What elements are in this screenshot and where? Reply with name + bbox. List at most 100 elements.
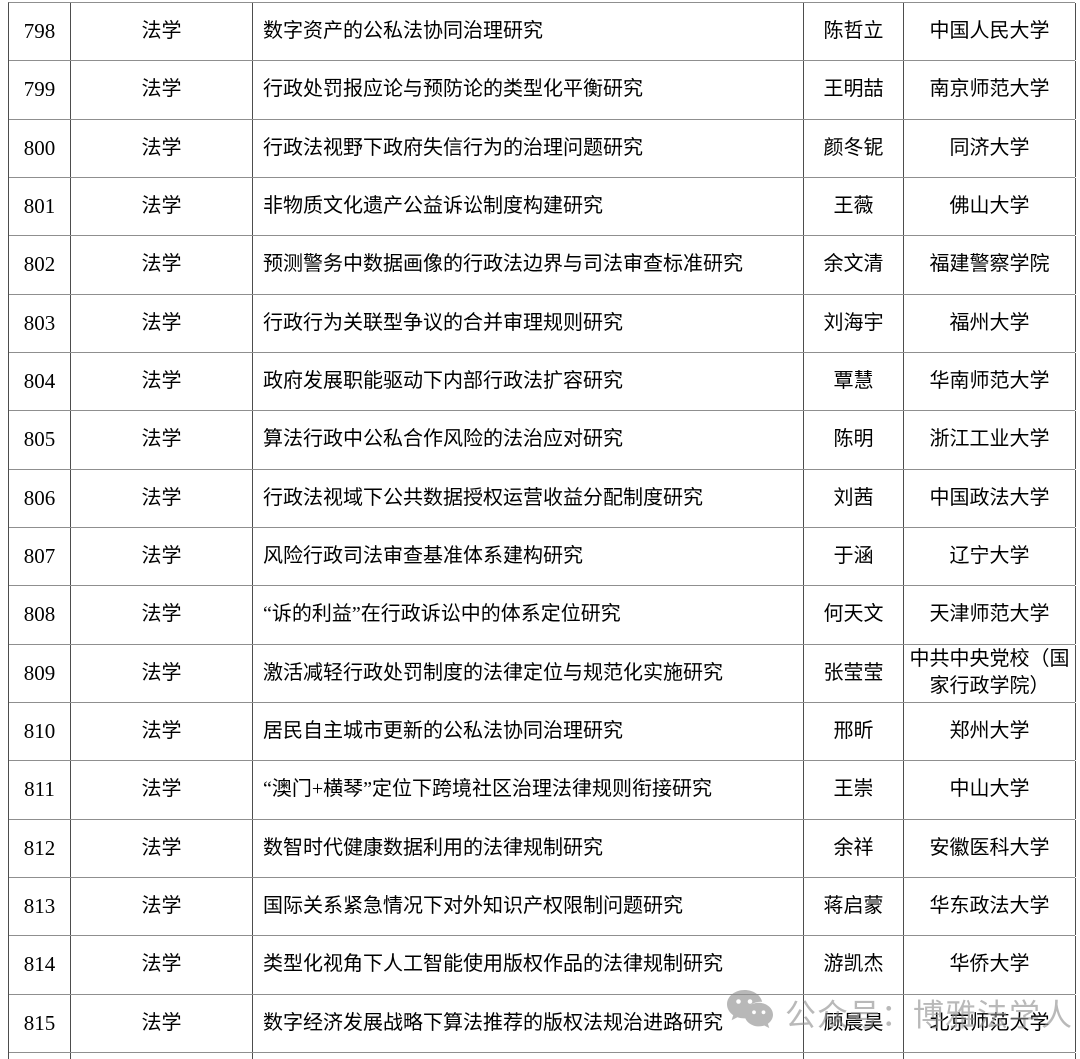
title-cell: 行政法视野下政府失信行为的治理问题研究 [253, 119, 804, 177]
university-cell: 福建警察学院 [904, 236, 1076, 294]
row-number-cell: 813 [9, 877, 71, 936]
discipline-cell: 法学 [71, 994, 253, 1052]
row-number-cell: 799 [9, 61, 71, 119]
pi-name-cell: 王崇 [804, 761, 904, 819]
table-row: 805 法学 算法行政中公私合作风险的法治应对研究 陈明 浙江工业大学 [9, 411, 1076, 470]
row-number-cell: 800 [9, 119, 71, 177]
university-cell: 辽宁大学 [904, 527, 1076, 586]
row-number-cell: 801 [9, 177, 71, 236]
university-cell: 北京师范大学 [904, 994, 1076, 1052]
row-number-cell: 811 [9, 761, 71, 819]
discipline-cell: 法学 [71, 702, 253, 761]
empty-cell [9, 1052, 71, 1059]
pi-name-cell: 于涵 [804, 527, 904, 586]
discipline-cell: 法学 [71, 411, 253, 469]
university-cell: 中共中央党校（国家行政学院） [904, 644, 1076, 702]
title-cell: 非物质文化遗产公益诉讼制度构建研究 [253, 177, 804, 236]
row-number-cell: 807 [9, 527, 71, 586]
row-number-cell: 815 [9, 994, 71, 1052]
title-cell: 数智时代健康数据利用的法律规制研究 [253, 819, 804, 877]
university-cell: 天津师范大学 [904, 586, 1076, 644]
university-cell: 郑州大学 [904, 702, 1076, 761]
pi-name-cell: 顾晨昊 [804, 994, 904, 1052]
university-cell: 福州大学 [904, 294, 1076, 352]
table-row: 811 法学 “澳门+横琴”定位下跨境社区治理法律规则衔接研究 王崇 中山大学 [9, 761, 1076, 820]
pi-name-cell: 邢昕 [804, 702, 904, 761]
title-cell: 类型化视角下人工智能使用版权作品的法律规制研究 [253, 936, 804, 994]
pi-name-cell: 余祥 [804, 819, 904, 877]
table-row: 799 法学 行政处罚报应论与预防论的类型化平衡研究 王明喆 南京师范大学 [9, 61, 1076, 120]
discipline-cell: 法学 [71, 177, 253, 236]
university-cell: 佛山大学 [904, 177, 1076, 236]
discipline-cell: 法学 [71, 352, 253, 411]
title-cell: 行政行为关联型争议的合并审理规则研究 [253, 294, 804, 352]
discipline-cell: 法学 [71, 294, 253, 352]
table-row: 800 法学 行政法视野下政府失信行为的治理问题研究 颜冬铌 同济大学 [9, 119, 1076, 178]
discipline-cell: 法学 [71, 527, 253, 586]
university-cell: 同济大学 [904, 119, 1076, 177]
discipline-cell: 法学 [71, 469, 253, 527]
table-row: 803 法学 行政行为关联型争议的合并审理规则研究 刘海宇 福州大学 [9, 294, 1076, 353]
row-number-cell: 804 [9, 352, 71, 411]
pi-name-cell: 覃慧 [804, 352, 904, 411]
discipline-cell: 法学 [71, 644, 253, 702]
discipline-cell: 法学 [71, 877, 253, 936]
university-cell: 南京师范大学 [904, 61, 1076, 119]
row-number-cell: 803 [9, 294, 71, 352]
discipline-cell: 法学 [71, 761, 253, 819]
pi-name-cell: 王明喆 [804, 61, 904, 119]
table-row: 814 法学 类型化视角下人工智能使用版权作品的法律规制研究 游凯杰 华侨大学 [9, 936, 1076, 995]
university-cell: 中国政法大学 [904, 469, 1076, 527]
title-cell: 激活减轻行政处罚制度的法律定位与规范化实施研究 [253, 644, 804, 702]
pi-name-cell: 何天文 [804, 586, 904, 644]
table-row: 804 法学 政府发展职能驱动下内部行政法扩容研究 覃慧 华南师范大学 [9, 352, 1076, 412]
university-cell: 浙江工业大学 [904, 411, 1076, 469]
title-cell: 居民自主城市更新的公私法协同治理研究 [253, 702, 804, 761]
title-cell: “诉的利益”在行政诉讼中的体系定位研究 [253, 586, 804, 644]
table-row: 801 法学 非物质文化遗产公益诉讼制度构建研究 王薇 佛山大学 [9, 177, 1076, 237]
row-number-cell: 805 [9, 411, 71, 469]
pi-name-cell: 蒋启蒙 [804, 877, 904, 936]
pi-name-cell: 张莹莹 [804, 644, 904, 702]
title-cell: 政府发展职能驱动下内部行政法扩容研究 [253, 352, 804, 411]
pi-name-cell: 余文清 [804, 236, 904, 294]
row-number-cell: 802 [9, 236, 71, 294]
row-number-cell: 806 [9, 469, 71, 527]
title-cell: 行政处罚报应论与预防论的类型化平衡研究 [253, 61, 804, 119]
table-row: 813 法学 国际关系紧急情况下对外知识产权限制问题研究 蒋启蒙 华东政法大学 [9, 877, 1076, 937]
title-cell: 算法行政中公私合作风险的法治应对研究 [253, 411, 804, 469]
table-row: 808 法学 “诉的利益”在行政诉讼中的体系定位研究 何天文 天津师范大学 [9, 586, 1076, 645]
discipline-cell: 法学 [71, 819, 253, 877]
title-cell: 行政法视域下公共数据授权运营收益分配制度研究 [253, 469, 804, 527]
university-cell: 中山大学 [904, 761, 1076, 819]
empty-cell [904, 1052, 1076, 1059]
row-number-cell: 810 [9, 702, 71, 761]
pi-name-cell: 刘茜 [804, 469, 904, 527]
university-cell: 华南师范大学 [904, 352, 1076, 411]
empty-cell [804, 1052, 904, 1059]
pi-name-cell: 王薇 [804, 177, 904, 236]
university-cell: 华侨大学 [904, 936, 1076, 994]
title-cell: 预测警务中数据画像的行政法边界与司法审查标准研究 [253, 236, 804, 294]
table-row: 802 法学 预测警务中数据画像的行政法边界与司法审查标准研究 余文清 福建警察学院 [9, 236, 1076, 295]
results-table: 798 法学 数字资产的公私法协同治理研究 陈哲立 中国人民大学 799 法学 行政处罚报应论… [8, 2, 1076, 1059]
row-number-cell: 798 [9, 3, 71, 61]
row-number-cell: 809 [9, 644, 71, 702]
university-cell: 中国人民大学 [904, 3, 1076, 61]
title-cell: 数字资产的公私法协同治理研究 [253, 3, 804, 61]
table-row: 810 法学 居民自主城市更新的公私法协同治理研究 邢昕 郑州大学 [9, 702, 1076, 762]
title-cell: “澳门+横琴”定位下跨境社区治理法律规则衔接研究 [253, 761, 804, 819]
pi-name-cell: 颜冬铌 [804, 119, 904, 177]
table-row: 798 法学 数字资产的公私法协同治理研究 陈哲立 中国人民大学 [9, 3, 1076, 62]
table-row: 812 法学 数智时代健康数据利用的法律规制研究 余祥 安徽医科大学 [9, 819, 1076, 878]
table-row: 807 法学 风险行政司法审查基准体系建构研究 于涵 辽宁大学 [9, 527, 1076, 587]
university-cell: 安徽医科大学 [904, 819, 1076, 877]
pi-name-cell: 游凯杰 [804, 936, 904, 994]
discipline-cell: 法学 [71, 3, 253, 61]
title-cell: 国际关系紧急情况下对外知识产权限制问题研究 [253, 877, 804, 936]
discipline-cell: 法学 [71, 586, 253, 644]
table-row: 809 法学 激活减轻行政处罚制度的法律定位与规范化实施研究 张莹莹 中共中央党校（国家… [9, 644, 1076, 703]
pi-name-cell: 刘海宇 [804, 294, 904, 352]
row-number-cell: 812 [9, 819, 71, 877]
discipline-cell: 法学 [71, 61, 253, 119]
